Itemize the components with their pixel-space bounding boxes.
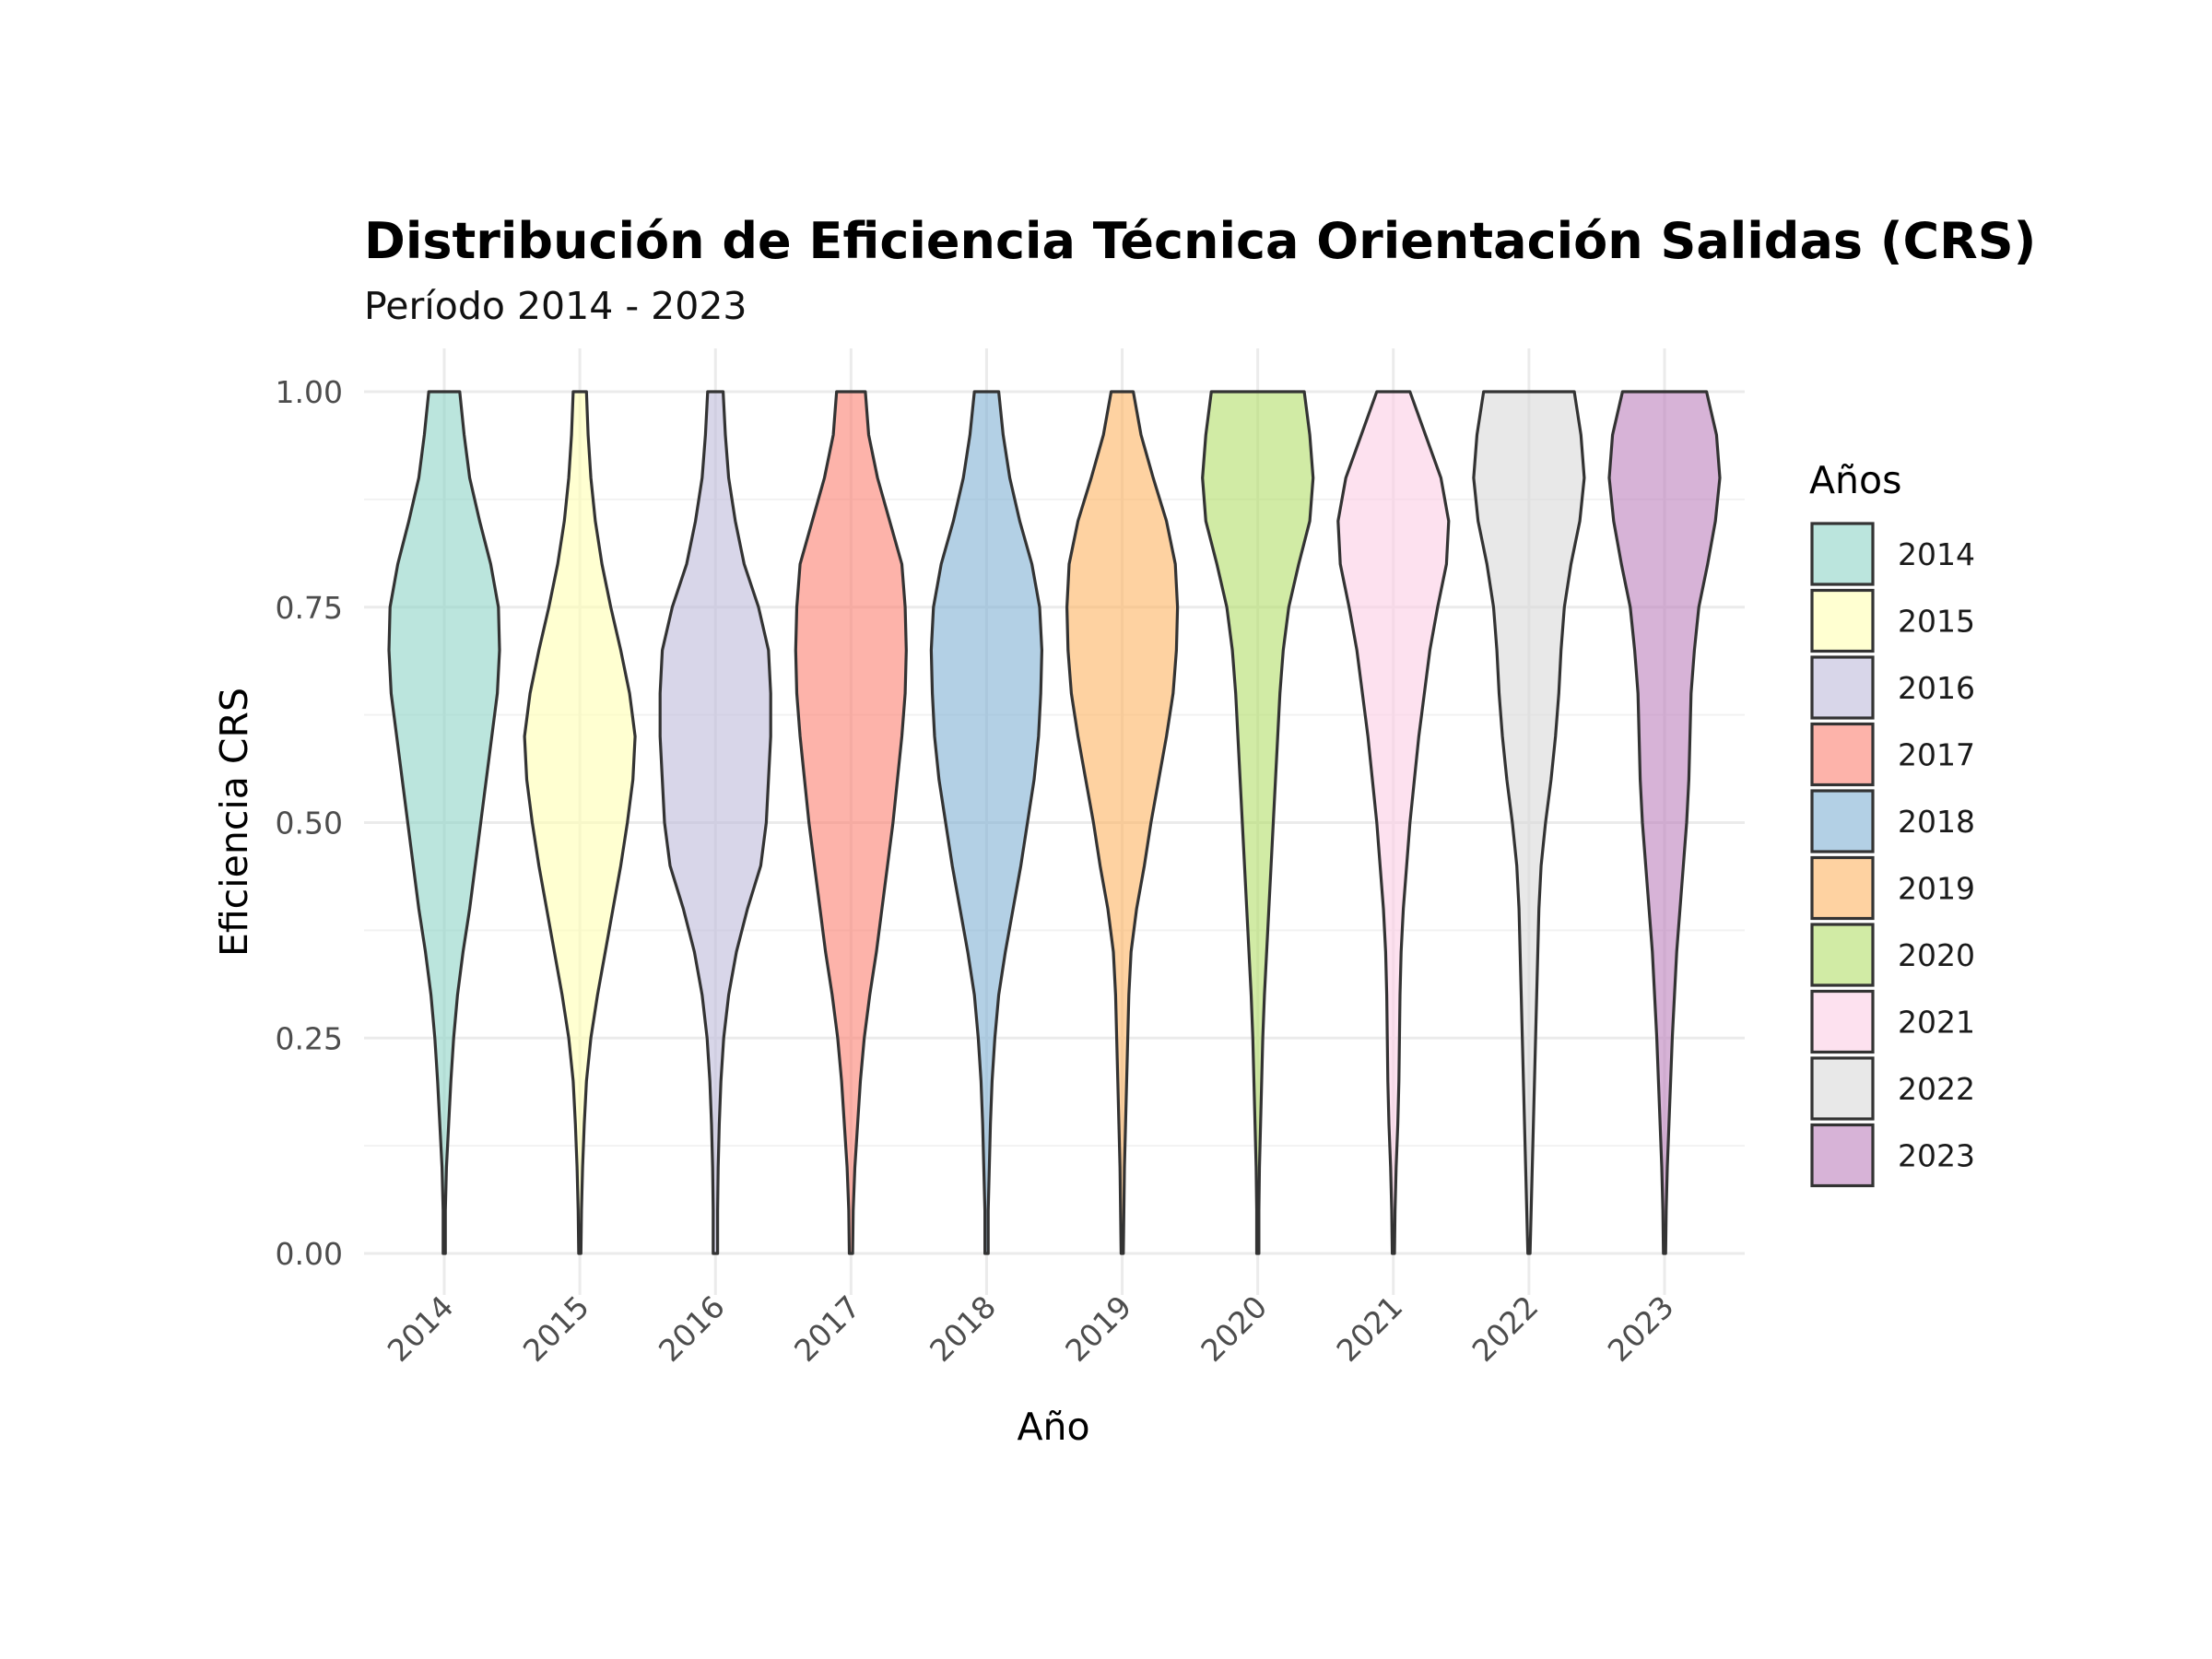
violin-2019	[1065, 390, 1180, 1255]
violin-2021	[1336, 390, 1451, 1255]
x-tick-label: 2016	[652, 1288, 732, 1369]
y-tick-label: 0.25	[276, 1020, 343, 1056]
legend-key-2023	[1810, 1123, 1875, 1188]
chart-subtitle: Período 2014 - 2023	[364, 284, 747, 328]
violin-2022	[1472, 390, 1586, 1255]
legend-key-2020	[1810, 923, 1875, 987]
violin-2015	[523, 390, 637, 1255]
violin-2014	[387, 390, 501, 1255]
legend-key-2017	[1810, 722, 1875, 787]
legend-label: 2021	[1898, 1005, 1975, 1041]
legend-key-2014	[1810, 522, 1875, 586]
legend-key-2021	[1810, 989, 1875, 1054]
legend-key-2022	[1810, 1056, 1875, 1121]
legend-key-2018	[1810, 789, 1875, 853]
x-tick-label: 2018	[923, 1288, 1003, 1369]
x-tick-label: 2017	[787, 1288, 867, 1369]
y-tick-label: 0.00	[276, 1236, 343, 1272]
legend-label: 2022	[1898, 1071, 1975, 1107]
x-tick-label: 2014	[381, 1288, 461, 1369]
legend-label: 2019	[1898, 871, 1975, 907]
x-tick-label: 2019	[1058, 1288, 1138, 1369]
x-tick-label: 2022	[1465, 1288, 1546, 1369]
violin-2016	[658, 390, 772, 1255]
violin-2018	[929, 390, 1043, 1255]
legend-key-2015	[1810, 588, 1875, 653]
violin-2020	[1201, 390, 1315, 1255]
violin-2017	[794, 390, 908, 1255]
legend-title: Años	[1809, 458, 1901, 502]
x-axis-title: Año	[1017, 1405, 1089, 1449]
legend-key-2019	[1810, 855, 1875, 921]
x-tick-label: 2015	[516, 1288, 596, 1369]
y-tick-label: 0.75	[276, 590, 343, 626]
legend-label: 2015	[1898, 604, 1975, 640]
legend-label: 2018	[1898, 804, 1975, 840]
y-tick-label: 1.00	[276, 374, 343, 410]
legend-label: 2016	[1898, 670, 1975, 706]
legend-label: 2014	[1898, 536, 1975, 572]
x-tick-label: 2021	[1329, 1288, 1409, 1369]
legend: 2014 2015 2016 2017 2018 2019 2020 2021 2022 2023	[1810, 522, 1975, 1188]
legend-label: 2020	[1898, 937, 1975, 973]
x-tick-label: 2023	[1601, 1288, 1681, 1369]
chart-title: Distribución de Eficiencia Técnica Orien…	[364, 212, 2036, 270]
y-axis-title: Eficiencia CRS	[212, 688, 256, 957]
violin-2023	[1607, 390, 1722, 1255]
x-tick-label: 2020	[1194, 1288, 1274, 1369]
legend-key-2016	[1810, 655, 1875, 720]
y-tick-label: 0.50	[276, 806, 343, 841]
plot-area: 0.00 0.25 0.50 0.75 1.00 2014 2015 2016 2017 2018…	[276, 348, 1745, 1369]
legend-label: 2017	[1898, 737, 1975, 773]
legend-label: 2023	[1898, 1138, 1975, 1174]
